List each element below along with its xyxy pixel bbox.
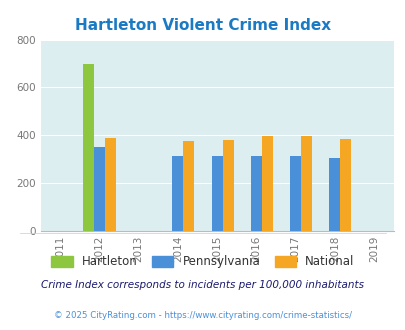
Text: Hartleton Violent Crime Index: Hartleton Violent Crime Index (75, 18, 330, 33)
Bar (83, 64, 94, 231)
Bar (211, 156, 222, 231)
Bar (94, 147, 105, 231)
Text: Crime Index corresponds to incidents per 100,000 inhabitants: Crime Index corresponds to incidents per… (41, 280, 364, 290)
Text: © 2025 CityRating.com - https://www.cityrating.com/crime-statistics/: © 2025 CityRating.com - https://www.city… (54, 311, 351, 320)
Bar (261, 136, 272, 231)
Bar (290, 156, 301, 231)
Bar (328, 158, 340, 231)
Bar (301, 136, 311, 231)
Legend: Hartleton, Pennsylvania, National: Hartleton, Pennsylvania, National (48, 252, 357, 272)
Bar (172, 156, 183, 231)
Bar (183, 141, 194, 231)
Bar (105, 138, 116, 231)
Bar (340, 139, 351, 231)
Bar (250, 156, 261, 231)
Bar (222, 140, 233, 231)
